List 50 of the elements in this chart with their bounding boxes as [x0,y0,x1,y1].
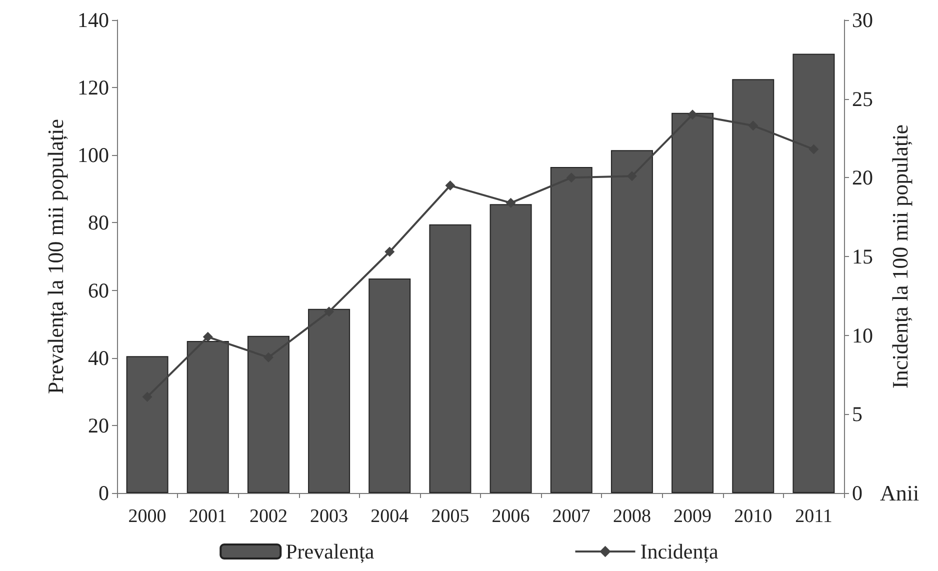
y2-tick-label: 0 [852,481,862,505]
y2-tick-label: 20 [852,166,873,190]
y-tick-label: 120 [78,76,109,100]
x-tick-label: 2009 [674,506,712,527]
y-tick-label: 40 [88,346,109,370]
bar [550,166,592,493]
x-tick-label: 2007 [552,506,590,527]
x-tick-label: 2001 [188,506,227,527]
bar [792,54,835,493]
y2-tick-label: 15 [852,244,873,268]
bar [186,340,229,493]
y-tick-label: 100 [78,143,109,168]
legend-label: Incidența [640,540,720,564]
point [324,306,334,317]
x-tick-label: 2011 [795,506,832,527]
y2-axis-title: Incidența la 100 mii populație [888,124,912,388]
x-tick-label: 2006 [492,506,530,527]
bar [610,150,653,493]
x-tick-label: 2002 [249,506,288,527]
x-axis-title: Anii [880,480,920,506]
point [384,246,395,257]
point [688,110,698,120]
bar [490,204,532,493]
y-tick-label: 20 [88,413,109,438]
bar [368,278,411,493]
bar [429,224,472,493]
point [445,180,456,191]
y-tick-label: 140 [78,8,109,32]
y-tick-label: 0 [98,481,109,505]
x-tick-label: 2005 [431,506,470,527]
x-tick-label: 2004 [370,506,410,527]
bar [247,336,290,493]
y2-tick-label: 25 [852,86,873,111]
legend-label: Prevalența [286,540,375,564]
y-tick-label: 60 [88,278,109,302]
y2-tick-label: 10 [852,323,873,348]
x-tick-label: 2008 [612,506,651,527]
x-tick-label: 2003 [310,506,348,527]
x-tick-label: 2000 [128,506,166,527]
bar [672,112,714,493]
y2-tick-label: 5 [852,402,862,426]
bar [732,79,774,493]
point [202,332,213,342]
y-axis-title: Prevalența la 100 mii populație [43,119,68,394]
bar [308,308,350,493]
bar [126,356,168,493]
y-tick-label: 80 [88,210,109,235]
x-tick-label: 2010 [734,506,772,527]
point [506,198,516,208]
y2-tick-label: 30 [852,8,873,32]
